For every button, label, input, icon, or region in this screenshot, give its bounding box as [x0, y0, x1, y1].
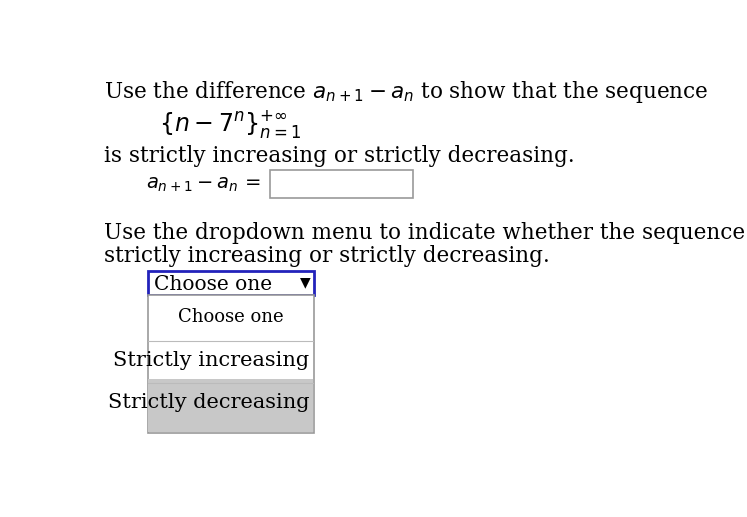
Text: ▼: ▼	[300, 276, 311, 290]
Text: Strictly increasing: Strictly increasing	[114, 351, 309, 370]
Text: Use the dropdown menu to indicate whether the sequence is: Use the dropdown menu to indicate whethe…	[105, 222, 747, 244]
Text: Use the difference $a_{n+1} - a_n$ to show that the sequence: Use the difference $a_{n+1} - a_n$ to sh…	[105, 79, 709, 105]
Bar	[270, 170, 413, 197]
Text: is strictly increasing or strictly decreasing.: is strictly increasing or strictly decre…	[105, 145, 575, 167]
Text: strictly increasing or strictly decreasing.: strictly increasing or strictly decreasi…	[105, 245, 550, 267]
Bar	[148, 271, 314, 295]
Bar	[149, 379, 314, 432]
Text: Strictly decreasing: Strictly decreasing	[108, 393, 309, 412]
Text: Choose one: Choose one	[178, 309, 284, 326]
Text: Choose one: Choose one	[154, 275, 272, 294]
Text: $a_{n+1} - a_n\, =$: $a_{n+1} - a_n\, =$	[146, 176, 261, 194]
Text: $\{n - 7^n\}_{n=1}^{+\infty}$: $\{n - 7^n\}_{n=1}^{+\infty}$	[159, 108, 302, 140]
Bar	[148, 295, 314, 433]
